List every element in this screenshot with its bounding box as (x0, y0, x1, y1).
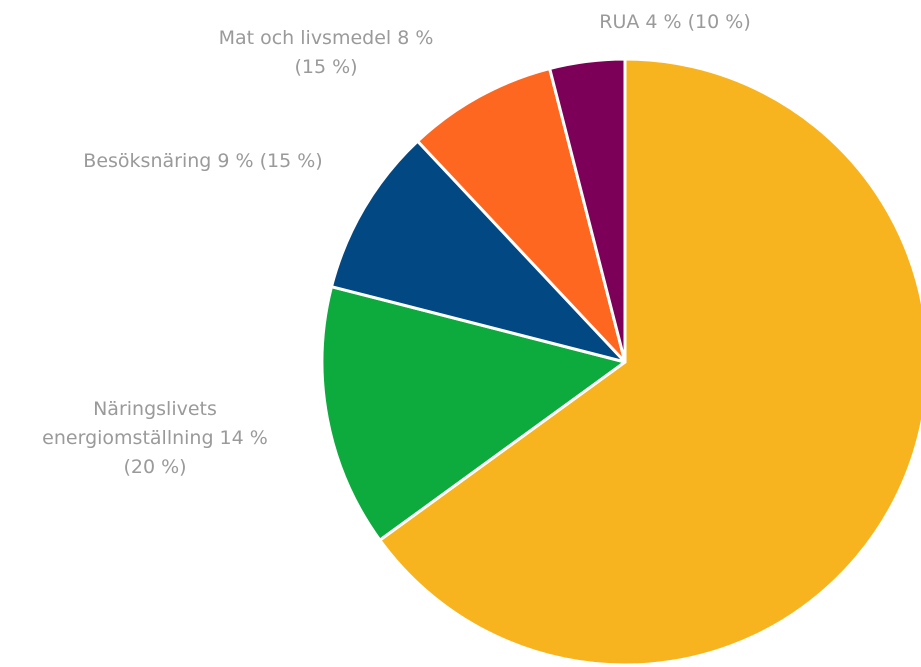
slice-label-2: Näringslivets energiomställning 14 % (20 %… (42, 398, 268, 478)
slice-label-3: Besöksnäring 9 % (15 %) (83, 150, 322, 172)
slice-label-4: Mat och livsmedel 8 % (15 %) (219, 27, 434, 78)
slice-label-line: Besöksnäring 9 % (15 %) (83, 150, 322, 172)
slice-label-5: RUA 4 % (10 %) (599, 11, 750, 33)
pie-slice-4 (416, 67, 627, 364)
pie-slice-2 (320, 285, 627, 542)
pie-slice-3 (330, 139, 627, 364)
slice-label-line: RUA 4 % (10 %) (599, 11, 750, 33)
slice-label-line: (20 %) (123, 456, 186, 478)
slice-label-line: Mat och livsmedel 8 % (219, 27, 434, 49)
slice-label-line: Näringslivets (93, 398, 217, 420)
pie-slice-5 (548, 57, 627, 364)
slice-label-line: (15 %) (294, 56, 357, 78)
slice-label-line: energiomställning 14 % (42, 427, 268, 449)
pie-labels: Näringslivets energiomställning 14 % (20 %… (42, 11, 751, 478)
pie-slice-1 (378, 57, 921, 667)
pie-slices (320, 57, 921, 667)
